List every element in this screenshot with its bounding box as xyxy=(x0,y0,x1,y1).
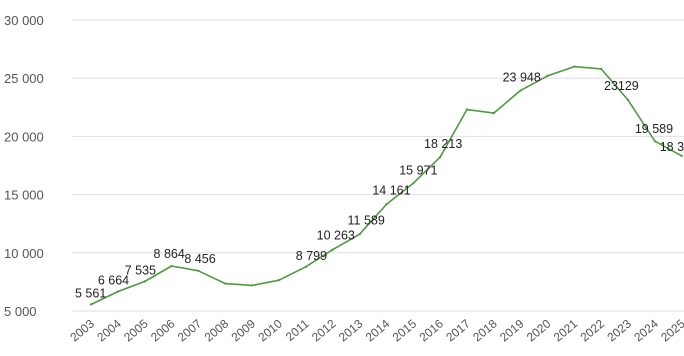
data-label: 11 589 xyxy=(348,213,385,227)
x-tick-label: 2024 xyxy=(631,316,661,344)
data-point xyxy=(519,89,522,92)
data-point xyxy=(546,74,549,78)
data-label: 10 263 xyxy=(317,229,355,243)
data-point xyxy=(626,98,630,102)
data-point xyxy=(250,284,254,287)
x-tick-label: 2025 xyxy=(658,316,684,344)
data-point xyxy=(358,233,361,236)
y-tick-label: 10 000 xyxy=(4,246,44,261)
data-point xyxy=(438,156,442,159)
data-label: 6 664 xyxy=(98,274,129,288)
x-tick-label: 2005 xyxy=(121,316,151,344)
data-label: 19 589 xyxy=(635,122,673,136)
x-tick-label: 2013 xyxy=(336,316,366,344)
data-point xyxy=(143,280,146,283)
data-point xyxy=(653,139,657,143)
data-point xyxy=(224,282,227,285)
data-label: 7 535 xyxy=(125,263,156,277)
data-point xyxy=(197,269,200,272)
data-point xyxy=(465,108,469,111)
x-tick-label: 2016 xyxy=(417,316,447,344)
y-axis-ticks: 5 000 10 000 15 000 20 000 25 000 30 000 xyxy=(4,13,44,319)
data-point xyxy=(385,203,388,206)
x-tick-label: 2021 xyxy=(551,316,581,344)
x-tick-label: 2012 xyxy=(309,316,339,344)
data-point xyxy=(492,111,495,115)
data-label: 23 948 xyxy=(503,70,541,84)
data-label: 14 161 xyxy=(372,183,410,197)
data-point xyxy=(89,303,93,306)
x-tick-label: 2003 xyxy=(67,316,97,344)
x-tick-label: 2004 xyxy=(94,316,124,344)
x-tick-label: 2007 xyxy=(175,316,205,344)
x-tick-label: 2019 xyxy=(497,316,527,344)
x-tick-label: 2017 xyxy=(443,316,473,344)
x-tick-label: 2018 xyxy=(470,316,500,344)
data-label: 18 213 xyxy=(424,137,462,151)
y-tick-label: 5 000 xyxy=(4,304,37,319)
data-point xyxy=(573,65,576,68)
y-tick-label: 30 000 xyxy=(4,13,44,28)
data-label: 18 329 xyxy=(660,140,684,154)
data-point xyxy=(277,278,281,282)
data-points xyxy=(89,65,683,306)
x-tick-label: 2023 xyxy=(604,316,634,344)
x-axis-ticks: 2003200420052006200720082009201020112012… xyxy=(67,316,684,344)
data-label: 8 456 xyxy=(184,252,215,266)
y-tick-label: 25 000 xyxy=(4,71,44,86)
data-label: 15 971 xyxy=(399,163,437,177)
data-label: 8 864 xyxy=(154,247,185,261)
y-tick-label: 20 000 xyxy=(4,129,44,144)
data-point xyxy=(412,182,415,185)
data-point xyxy=(116,290,120,293)
data-point xyxy=(331,248,334,251)
x-tick-label: 2006 xyxy=(148,316,178,344)
data-point xyxy=(170,264,173,268)
x-tick-label: 2011 xyxy=(283,316,312,344)
data-label: 5 561 xyxy=(75,286,106,300)
y-tick-label: 15 000 xyxy=(4,188,44,203)
data-point xyxy=(680,154,683,158)
x-tick-label: 2020 xyxy=(524,316,554,344)
x-tick-label: 2014 xyxy=(363,316,393,344)
x-tick-label: 2010 xyxy=(255,316,285,344)
data-label: 23129 xyxy=(604,79,639,93)
x-tick-label: 2008 xyxy=(202,316,232,344)
gridlines xyxy=(72,19,684,312)
x-tick-label: 2022 xyxy=(578,316,608,344)
data-point xyxy=(599,67,603,71)
x-tick-label: 2015 xyxy=(390,316,420,344)
data-point xyxy=(304,265,307,268)
x-tick-label: 2009 xyxy=(229,316,259,344)
data-label: 8 799 xyxy=(296,249,327,263)
